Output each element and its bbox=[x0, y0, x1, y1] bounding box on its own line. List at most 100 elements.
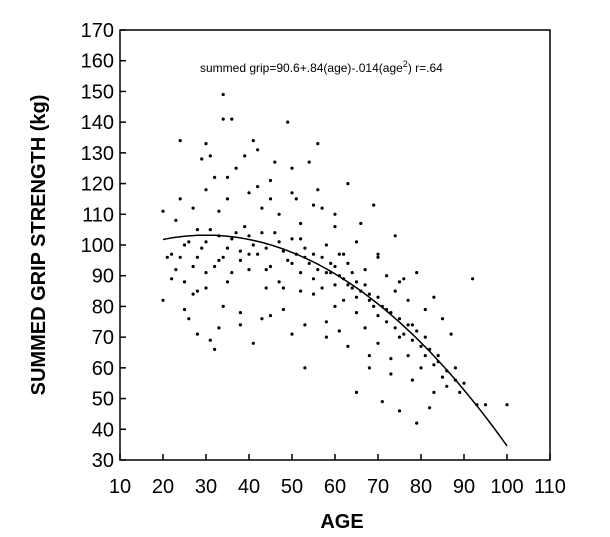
data-point bbox=[247, 252, 251, 256]
data-point bbox=[354, 311, 359, 315]
data-point bbox=[286, 120, 290, 124]
data-point bbox=[225, 280, 230, 284]
y-axis-title: SUMMED GRIP STRENGTH (kg) bbox=[28, 95, 50, 396]
x-tick-label: 60 bbox=[324, 476, 346, 498]
data-point bbox=[316, 268, 320, 272]
data-point bbox=[471, 277, 475, 281]
data-point bbox=[419, 366, 423, 370]
data-point bbox=[264, 286, 268, 290]
data-point bbox=[243, 154, 247, 158]
data-point bbox=[406, 298, 410, 302]
data-point bbox=[346, 261, 350, 265]
data-point bbox=[342, 252, 346, 256]
data-point bbox=[320, 255, 324, 259]
data-point bbox=[376, 255, 380, 259]
data-point bbox=[337, 252, 341, 256]
data-point bbox=[419, 344, 423, 348]
data-point bbox=[367, 354, 371, 358]
data-point bbox=[410, 378, 414, 382]
data-point bbox=[354, 295, 359, 299]
data-point bbox=[423, 354, 427, 358]
data-point bbox=[290, 191, 294, 195]
data-point bbox=[213, 264, 217, 269]
data-point bbox=[363, 326, 367, 330]
data-point bbox=[462, 381, 466, 385]
data-point bbox=[367, 292, 371, 296]
data-point bbox=[354, 390, 359, 394]
x-tick-label: 50 bbox=[281, 476, 303, 498]
data-point bbox=[359, 221, 363, 226]
data-point bbox=[354, 240, 359, 244]
data-point bbox=[453, 366, 457, 370]
data-point bbox=[324, 335, 328, 339]
x-tick-label: 70 bbox=[367, 476, 389, 498]
data-point bbox=[195, 332, 199, 336]
data-point bbox=[397, 280, 402, 284]
data-point bbox=[333, 283, 337, 287]
data-point bbox=[247, 268, 251, 272]
data-point bbox=[221, 92, 225, 97]
data-point bbox=[290, 237, 294, 241]
data-point bbox=[402, 277, 406, 281]
data-point bbox=[303, 246, 307, 250]
data-point bbox=[191, 264, 195, 269]
data-point bbox=[182, 243, 187, 247]
x-tick-label: 110 bbox=[534, 476, 566, 498]
data-point bbox=[346, 182, 350, 186]
data-point bbox=[208, 228, 212, 232]
data-point bbox=[213, 347, 217, 351]
data-point bbox=[281, 249, 285, 253]
y-tick-label: 40 bbox=[92, 419, 114, 441]
data-point bbox=[363, 283, 367, 287]
y-tick-label: 140 bbox=[81, 112, 114, 134]
data-point bbox=[264, 268, 268, 272]
data-point bbox=[225, 175, 230, 179]
y-tick-label: 60 bbox=[92, 358, 114, 380]
data-point bbox=[217, 326, 221, 330]
data-point bbox=[346, 283, 350, 287]
data-point bbox=[311, 203, 316, 207]
y-tick-label: 160 bbox=[81, 51, 114, 73]
data-point bbox=[483, 403, 488, 407]
data-point bbox=[217, 258, 221, 262]
data-point bbox=[350, 271, 354, 275]
data-point bbox=[350, 286, 354, 290]
data-point bbox=[191, 206, 195, 210]
data-point bbox=[213, 175, 217, 179]
data-point bbox=[251, 139, 255, 143]
y-tick-label: 120 bbox=[81, 174, 114, 196]
data-point bbox=[256, 252, 260, 256]
data-point bbox=[178, 139, 182, 143]
data-point bbox=[187, 240, 191, 244]
data-point bbox=[247, 191, 251, 195]
data-point bbox=[458, 390, 462, 394]
data-point bbox=[204, 188, 208, 192]
data-point bbox=[273, 160, 277, 164]
data-point bbox=[256, 185, 260, 189]
data-point bbox=[238, 311, 242, 315]
data-point bbox=[311, 252, 316, 256]
data-point bbox=[256, 148, 260, 152]
data-point bbox=[440, 317, 445, 321]
data-point bbox=[182, 280, 187, 284]
data-point bbox=[432, 295, 436, 299]
data-point bbox=[170, 252, 174, 256]
data-point bbox=[363, 268, 367, 272]
y-tick-label: 90 bbox=[92, 266, 114, 288]
data-point bbox=[294, 197, 298, 201]
x-tick-label: 100 bbox=[490, 476, 523, 498]
data-point bbox=[406, 323, 410, 327]
x-tick-label: 30 bbox=[195, 476, 217, 498]
data-point bbox=[268, 197, 273, 201]
data-point bbox=[333, 225, 337, 229]
data-point bbox=[208, 154, 212, 158]
data-point bbox=[311, 292, 316, 296]
data-point bbox=[277, 240, 281, 244]
data-point bbox=[268, 264, 273, 269]
data-point bbox=[376, 295, 380, 299]
data-point bbox=[204, 286, 208, 290]
data-point bbox=[436, 354, 440, 358]
data-point bbox=[432, 390, 436, 394]
data-point bbox=[380, 400, 384, 404]
regression-equation: summed grip=90.6+.84(age)-.014(age2) r=.… bbox=[200, 59, 443, 75]
